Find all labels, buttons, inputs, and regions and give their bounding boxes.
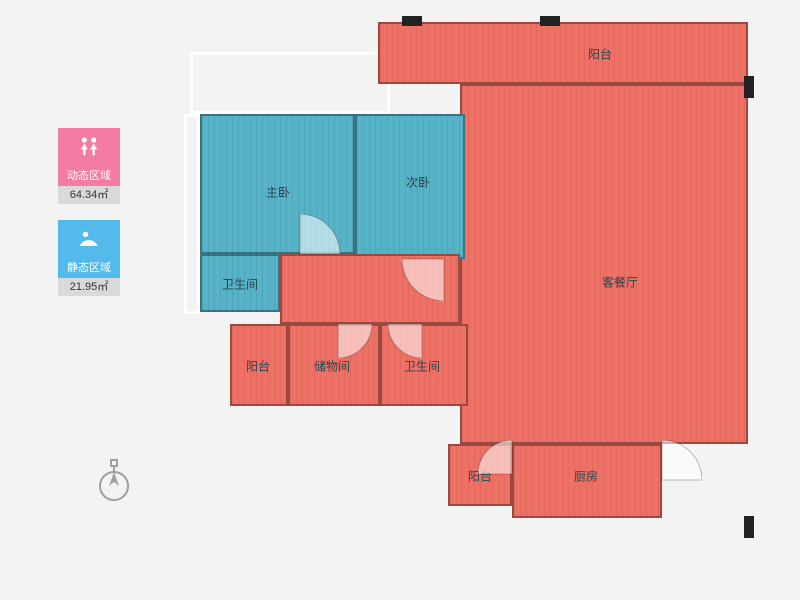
compass-icon (94, 456, 134, 504)
room-label-bath-2: 卫生间 (404, 358, 440, 375)
exterior-outline (190, 52, 390, 114)
rest-icon (58, 220, 120, 258)
structural-column (402, 16, 422, 26)
legend-dynamic-value: 64.34㎡ (58, 186, 120, 204)
room-label-kitchen: 厨房 (574, 468, 598, 485)
room-label-balcony-left: 阳台 (246, 358, 270, 375)
room-label-storage: 储物间 (314, 358, 350, 375)
room-balcony-top (378, 22, 748, 84)
floorplan: 阳台客餐厅主卧次卧卫生间阳台储物间卫生间阳台厨房 (190, 22, 748, 580)
room-label-master-bed: 主卧 (266, 184, 290, 201)
legend: 动态区域 64.34㎡ 静态区域 21.95㎡ (58, 128, 120, 312)
legend-static: 静态区域 21.95㎡ (58, 220, 120, 296)
legend-static-value: 21.95㎡ (58, 278, 120, 296)
legend-dynamic-title: 动态区域 (58, 166, 120, 186)
room-label-living: 客餐厅 (602, 274, 638, 291)
room-label-bath-1: 卫生间 (222, 276, 258, 293)
room-living (460, 84, 748, 444)
people-icon (58, 128, 120, 166)
structural-column (744, 516, 754, 538)
structural-column (540, 16, 560, 26)
room-label-balcony-small: 阳台 (468, 468, 492, 485)
legend-dynamic: 动态区域 64.34㎡ (58, 128, 120, 204)
room-corridor (280, 254, 460, 324)
exterior-outline (184, 114, 200, 314)
room-label-balcony-top: 阳台 (588, 46, 612, 63)
structural-column (744, 76, 754, 98)
legend-static-title: 静态区域 (58, 258, 120, 278)
room-label-second-bed: 次卧 (406, 174, 430, 191)
